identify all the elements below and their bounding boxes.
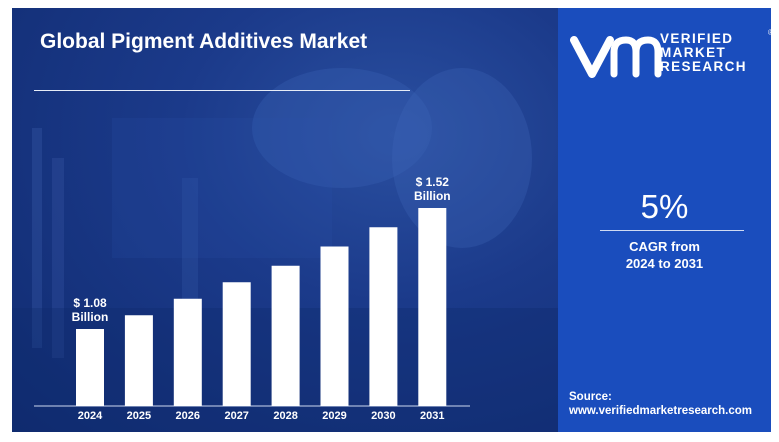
data-label-2031-line-1: $ 1.52	[416, 175, 450, 189]
data-label-2024-line-1: $ 1.08	[73, 296, 107, 310]
bar-2029	[320, 246, 349, 406]
title-divider	[34, 90, 410, 91]
source-note: Source: www.verifiedmarketresearch.com	[569, 390, 752, 418]
cagr-label-line-1: CAGR from	[629, 239, 700, 254]
x-tick-label-2025: 2025	[127, 410, 151, 422]
data-label-2031-line-2: Billion	[414, 189, 451, 203]
x-tick-label-2028: 2028	[273, 410, 297, 422]
source-label: Source:	[569, 391, 612, 403]
x-tick-label-2030: 2030	[371, 410, 395, 422]
brand-line-2: MARKET	[660, 45, 727, 60]
data-label-2024-line-2: Billion	[72, 310, 109, 324]
x-tick-label-2024: 2024	[78, 410, 103, 422]
x-tick-label-2031: 2031	[420, 410, 444, 422]
brand-line-1: VERIFIED	[660, 31, 734, 46]
bar-chart: 2024 2025 2026 2027 2028 2029 2030 2031$ 1.08Bi…	[34, 175, 470, 422]
chart-panel: Global Pigment Additives Market 2024 2025…	[12, 8, 558, 432]
summary-panel: VERIFIED MARKET RESEARCH ® 5% CAGR from …	[558, 8, 771, 432]
x-tick-label-2029: 2029	[322, 410, 346, 422]
cagr-label-line-2: 2024 to 2031	[625, 256, 704, 271]
bar-2026	[173, 298, 202, 406]
source-url: www.verifiedmarketresearch.com	[569, 405, 753, 417]
x-tick-label-2026: 2026	[176, 410, 200, 422]
cagr-value: 5%	[640, 188, 689, 225]
vmr-logo-icon	[570, 36, 662, 78]
x-tick-label-2027: 2027	[224, 410, 248, 422]
infographic: Global Pigment Additives Market 2024 2025…	[12, 8, 771, 432]
cagr-label: CAGR from 2024 to 2031	[558, 238, 771, 272]
registered-mark: ®	[768, 28, 771, 37]
chart-title: Global Pigment Additives Market	[40, 30, 368, 53]
bar-2027	[222, 282, 251, 406]
bar-2024	[76, 329, 104, 406]
bar-2025	[124, 315, 153, 406]
bar-2028	[271, 265, 300, 406]
brand-line-3: RESEARCH	[660, 59, 747, 74]
cagr-divider	[600, 230, 744, 231]
bar-2031	[418, 208, 447, 406]
brand-name: VERIFIED MARKET RESEARCH	[660, 32, 747, 74]
bar-2030	[369, 227, 398, 406]
